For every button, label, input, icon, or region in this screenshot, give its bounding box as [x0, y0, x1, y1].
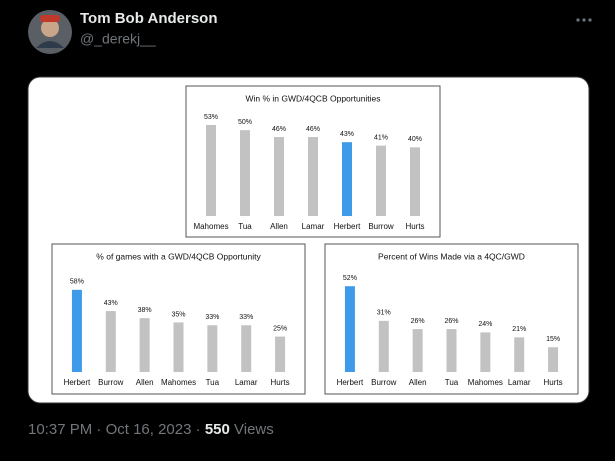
x-tick-label: Tua — [238, 222, 252, 231]
bar — [344, 286, 355, 372]
user-name[interactable]: Tom Bob Anderson — [80, 10, 218, 27]
x-tick-label: Lamar — [235, 378, 258, 387]
chart-title: % of games with a GWD/4QCB Opportunity — [96, 251, 261, 261]
x-tick-label: Mahomes — [161, 378, 196, 387]
user-handle[interactable]: @_derekj__ — [80, 31, 156, 47]
x-tick-label: Lamar — [508, 378, 531, 387]
separator: · — [96, 421, 101, 438]
chart: Percent of Wins Made via a 4QC/GWD Herber… — [324, 243, 579, 395]
bar — [241, 325, 252, 372]
x-tick-label: Allen — [270, 222, 288, 231]
bar — [342, 142, 352, 216]
x-tick-label: Lamar — [302, 222, 325, 231]
x-tick-label: Burrow — [98, 378, 124, 387]
data-label: 38% — [138, 307, 152, 314]
data-label: 35% — [171, 311, 185, 318]
data-label: 40% — [408, 136, 422, 143]
bar — [173, 322, 184, 372]
data-label: 52% — [343, 275, 357, 282]
x-tick-label: Burrow — [368, 222, 394, 231]
data-label: 26% — [411, 318, 425, 325]
data-label: 43% — [340, 131, 354, 138]
data-label: 21% — [512, 326, 526, 333]
data-label: 15% — [546, 336, 560, 343]
data-label: 53% — [204, 114, 218, 121]
data-label: 33% — [205, 314, 219, 321]
time[interactable]: 10:37 PM — [28, 421, 92, 438]
chart-title: Win % in GWD/4QCB Opportunities — [245, 93, 380, 103]
avatar[interactable] — [28, 10, 72, 54]
tweet-meta: 10:37 PM · Oct 16, 2023 · 550 Views — [28, 421, 274, 438]
bar — [240, 130, 250, 216]
chart-title: Percent of Wins Made via a 4QC/GWD — [378, 251, 525, 261]
bar — [206, 125, 216, 216]
chart: Win % in GWD/4QCB Opportunities Mahomes 53… — [185, 85, 441, 238]
bar — [139, 318, 150, 372]
data-label: 33% — [239, 314, 253, 321]
x-tick-label: Allen — [409, 378, 427, 387]
data-label: 41% — [374, 134, 388, 141]
x-tick-label: Herbert — [334, 222, 361, 231]
bar — [410, 147, 420, 216]
bar — [376, 145, 386, 216]
data-label: 31% — [377, 310, 391, 317]
x-tick-label: Burrow — [371, 378, 397, 387]
views-label: Views — [234, 421, 274, 438]
separator: · — [196, 421, 201, 438]
bar — [71, 289, 82, 372]
bar — [105, 311, 116, 372]
x-tick-label: Mahomes — [193, 222, 228, 231]
date[interactable]: Oct 16, 2023 — [106, 421, 192, 438]
data-label: 50% — [238, 119, 252, 126]
data-label: 58% — [70, 279, 84, 286]
x-tick-label: Hurts — [271, 378, 290, 387]
bar — [514, 337, 525, 372]
bar — [207, 325, 218, 372]
bar — [378, 320, 389, 372]
x-tick-label: Hurts — [405, 222, 424, 231]
x-tick-label: Hurts — [544, 378, 563, 387]
bar — [446, 329, 457, 372]
x-tick-label: Mahomes — [468, 378, 503, 387]
bar — [548, 347, 559, 372]
bar — [308, 137, 318, 216]
x-tick-label: Tua — [206, 378, 220, 387]
chart: % of games with a GWD/4QCB Opportunity He… — [51, 243, 306, 395]
x-tick-label: Herbert — [64, 378, 91, 387]
data-label: 25% — [273, 325, 287, 332]
x-tick-label: Herbert — [337, 378, 364, 387]
bar — [275, 336, 286, 372]
more-button[interactable] — [576, 18, 592, 22]
bar — [480, 332, 491, 372]
data-label: 46% — [272, 126, 286, 133]
bar — [412, 329, 423, 372]
bar — [274, 137, 284, 216]
x-tick-label: Tua — [445, 378, 459, 387]
data-label: 43% — [104, 300, 118, 307]
data-label: 26% — [444, 318, 458, 325]
data-label: 46% — [306, 126, 320, 133]
view-count: 550 — [205, 421, 230, 438]
x-tick-label: Allen — [136, 378, 154, 387]
data-label: 24% — [478, 321, 492, 328]
